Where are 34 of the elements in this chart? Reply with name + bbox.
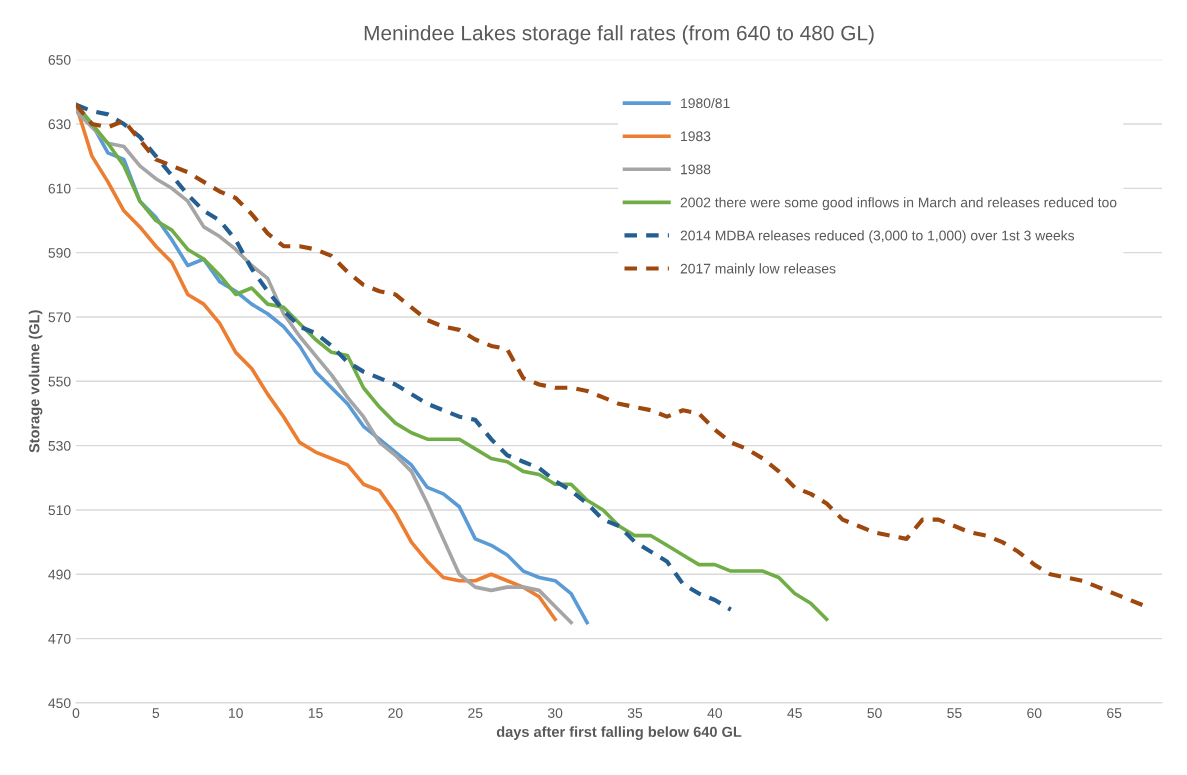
x-axis-title: days after first falling below 640 GL: [496, 726, 742, 740]
x-tick-label: 0: [72, 708, 80, 718]
legend-label: 1980/81: [681, 97, 730, 109]
x-tick-label: 60: [1027, 708, 1042, 718]
y-tick-label: 530: [48, 440, 71, 451]
y-tick-label: 590: [48, 247, 71, 258]
x-tick-label: 30: [547, 708, 563, 718]
x-tick-label: 35: [627, 708, 643, 718]
y-tick-label: 550: [48, 376, 71, 387]
y-tick-label: 450: [48, 698, 71, 709]
y-tick-label: 570: [48, 312, 71, 323]
y-tick-label: 490: [48, 569, 71, 580]
x-tick-label: 65: [1107, 708, 1122, 718]
x-tick-label: 40: [707, 708, 723, 718]
x-tick-label: 15: [308, 708, 323, 718]
legend-label: 1983: [681, 131, 711, 142]
y-tick-label: 610: [48, 183, 71, 194]
x-tick-label: 5: [152, 708, 160, 718]
legend-label: 2017 mainly low releases: [680, 263, 836, 277]
y-tick-label: 470: [48, 633, 71, 644]
x-tick-label: 25: [468, 708, 483, 718]
y-tick-label: 650: [48, 55, 71, 65]
legend-label: 2002 there were some good inflows in March and releases reduced too: [680, 197, 1117, 211]
x-tick-label: 45: [787, 708, 802, 718]
x-tick-label: 10: [229, 708, 243, 718]
y-tick-label: 510: [48, 505, 71, 516]
x-tick-label: 50: [867, 708, 882, 718]
y-tick-label: 630: [48, 119, 71, 130]
legend-label: 2014 MDBA releases reduced (3,000 to 1,000) over 1st 3 weeks: [680, 230, 1075, 244]
chart-title: Menindee Lakes storage fall rates (from 640 to 480 GL): [364, 25, 874, 45]
legend-label: 1988: [681, 164, 711, 175]
x-tick-label: 20: [388, 708, 403, 718]
y-axis-title: Storage volume (GL): [28, 310, 43, 453]
x-tick-label: 55: [947, 708, 962, 718]
